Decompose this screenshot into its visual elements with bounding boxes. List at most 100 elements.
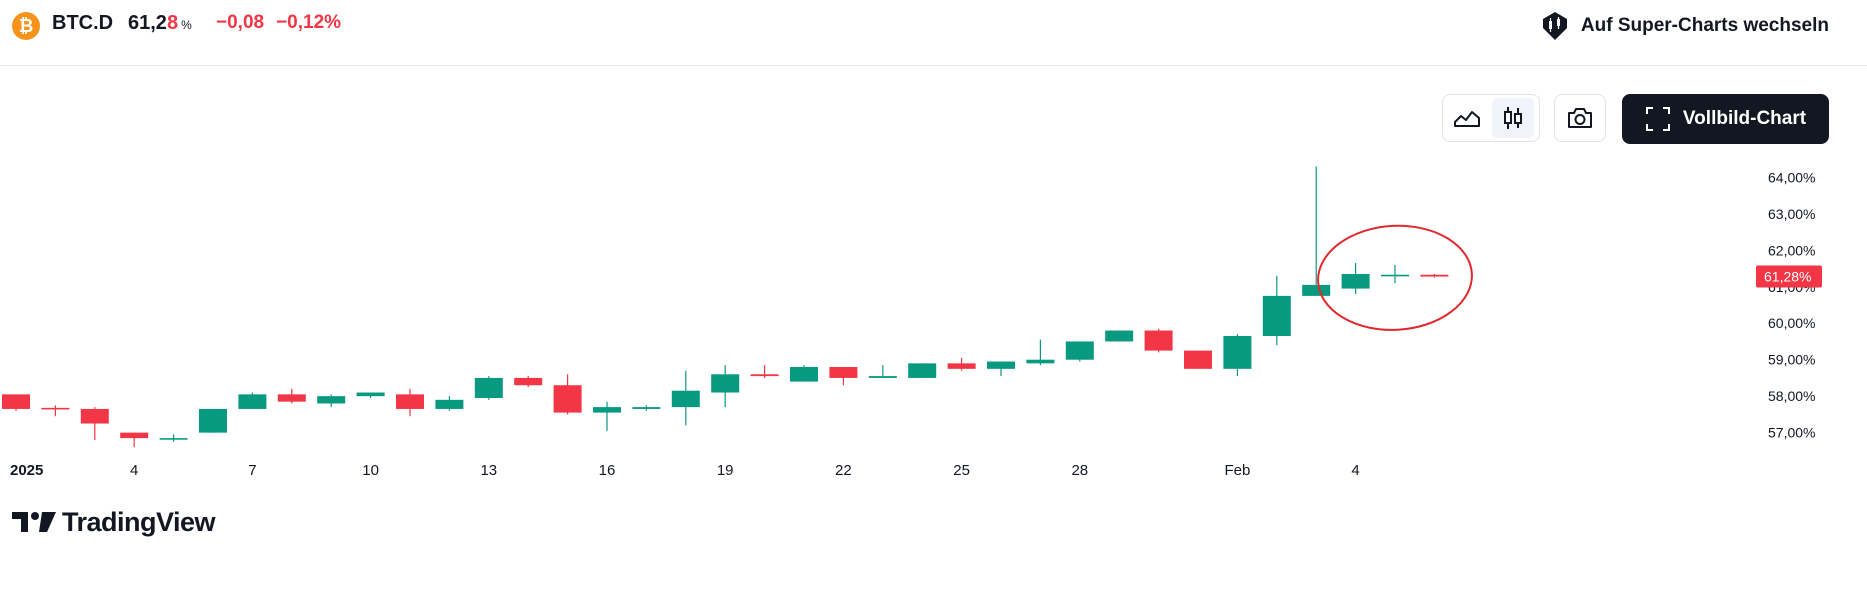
- candle-body: [1341, 274, 1370, 289]
- candle-body: [632, 407, 661, 409]
- super-charts-icon: [1542, 12, 1567, 40]
- candle[interactable]: [80, 407, 109, 440]
- candle[interactable]: [908, 363, 937, 378]
- candle[interactable]: [868, 365, 897, 378]
- price-change: −0,08 −0,12%: [216, 12, 341, 34]
- candle-body: [671, 390, 700, 408]
- candle[interactable]: [1341, 263, 1370, 295]
- candle[interactable]: [553, 374, 582, 415]
- candle[interactable]: [829, 367, 858, 386]
- time-tick-label: 4: [130, 462, 138, 479]
- candlestick-chart[interactable]: 57,00%58,00%59,00%60,00%61,00%62,00%63,0…: [0, 150, 1867, 590]
- super-charts-link[interactable]: Auf Super-Charts wechseln: [1539, 10, 1829, 42]
- candle[interactable]: [474, 376, 503, 400]
- candle[interactable]: [1262, 275, 1291, 346]
- time-tick-label: 25: [953, 462, 970, 479]
- price-tick-label: 64,00%: [1768, 169, 1815, 185]
- candle-body: [711, 374, 740, 393]
- change-percent: −0,12%: [276, 12, 342, 33]
- time-tick-label: 4: [1351, 462, 1359, 479]
- price-tick-label: 57,00%: [1768, 425, 1815, 441]
- time-tick-label: 19: [717, 462, 734, 479]
- candle-body: [1223, 336, 1252, 369]
- candle[interactable]: [1144, 328, 1173, 353]
- candle-body: [1184, 350, 1212, 369]
- fullscreen-chart-button[interactable]: Vollbild-Chart: [1622, 94, 1829, 144]
- candle[interactable]: [159, 434, 188, 442]
- candle-body: [277, 394, 306, 402]
- price-tick-label: 63,00%: [1768, 206, 1815, 222]
- candle-body: [750, 374, 779, 377]
- candle[interactable]: [1184, 350, 1212, 369]
- candle[interactable]: [790, 365, 818, 382]
- candle-body: [829, 367, 858, 378]
- price-main: 61,2: [128, 12, 167, 34]
- candle-body: [238, 394, 267, 409]
- candle[interactable]: [1420, 274, 1449, 278]
- price-unit: %: [181, 18, 192, 32]
- candle[interactable]: [711, 365, 740, 408]
- annotation-circle: [1317, 224, 1473, 331]
- candle[interactable]: [1105, 330, 1134, 342]
- candle[interactable]: [632, 405, 661, 411]
- candle-body: [947, 363, 976, 369]
- candles-chart-button[interactable]: [1492, 98, 1534, 138]
- candle[interactable]: [199, 408, 227, 433]
- candle[interactable]: [987, 361, 1015, 377]
- candle-body: [317, 396, 346, 404]
- candle-body: [435, 399, 464, 409]
- candle[interactable]: [1381, 264, 1409, 284]
- candle-body: [41, 407, 70, 410]
- time-tick-label: 22: [835, 462, 852, 479]
- price-tick-label: 59,00%: [1768, 352, 1815, 368]
- candle[interactable]: [671, 370, 700, 426]
- candle[interactable]: [750, 365, 779, 378]
- area-chart-button[interactable]: [1446, 98, 1488, 138]
- candle[interactable]: [1302, 166, 1331, 296]
- candle[interactable]: [317, 394, 346, 408]
- tradingview-logo[interactable]: TradingView: [12, 505, 216, 539]
- candle[interactable]: [238, 392, 267, 409]
- candle[interactable]: [1223, 334, 1252, 377]
- candle-body: [199, 408, 227, 433]
- time-tick-label: 10: [362, 462, 379, 479]
- price-tick-label: 60,00%: [1768, 315, 1815, 331]
- camera-icon: [1568, 108, 1592, 128]
- candle[interactable]: [277, 388, 306, 404]
- price-last-digit: 8: [166, 12, 179, 34]
- time-tick-label: Feb: [1224, 462, 1250, 479]
- candle-body: [593, 407, 621, 413]
- candle-body: [1262, 295, 1291, 336]
- annotation-layer: [1317, 224, 1473, 331]
- last-price-badge: 61,28%: [1756, 265, 1822, 288]
- tradingview-logo-text: TradingView: [62, 506, 216, 537]
- candle[interactable]: [41, 405, 70, 417]
- candle-body: [868, 376, 897, 378]
- candle[interactable]: [1026, 339, 1055, 366]
- candle[interactable]: [396, 388, 424, 417]
- snapshot-button[interactable]: [1554, 94, 1606, 142]
- candle[interactable]: [593, 401, 621, 431]
- fullscreen-icon: [1645, 107, 1670, 131]
- candle[interactable]: [356, 392, 385, 398]
- symbol-name[interactable]: BTC.D: [52, 12, 114, 34]
- time-tick-label: 28: [1071, 462, 1088, 479]
- candle[interactable]: [2, 394, 30, 411]
- candle-body: [474, 377, 503, 398]
- time-tick-label: 7: [248, 462, 256, 479]
- candle[interactable]: [120, 432, 149, 448]
- time-tick-label: 13: [480, 462, 497, 479]
- candle[interactable]: [514, 376, 543, 388]
- bitcoin-icon: ₿: [12, 12, 40, 40]
- candle[interactable]: [435, 396, 464, 411]
- candle[interactable]: [947, 357, 976, 371]
- candle-body: [2, 394, 30, 409]
- time-tick-label: 2025: [10, 462, 43, 479]
- fullscreen-label: Vollbild-Chart: [1682, 108, 1807, 129]
- candle-body: [159, 438, 188, 440]
- candle-body: [1381, 274, 1409, 277]
- candle-body: [553, 385, 582, 413]
- candle[interactable]: [1065, 341, 1094, 362]
- candle-body: [80, 408, 109, 424]
- candle-body: [120, 432, 149, 439]
